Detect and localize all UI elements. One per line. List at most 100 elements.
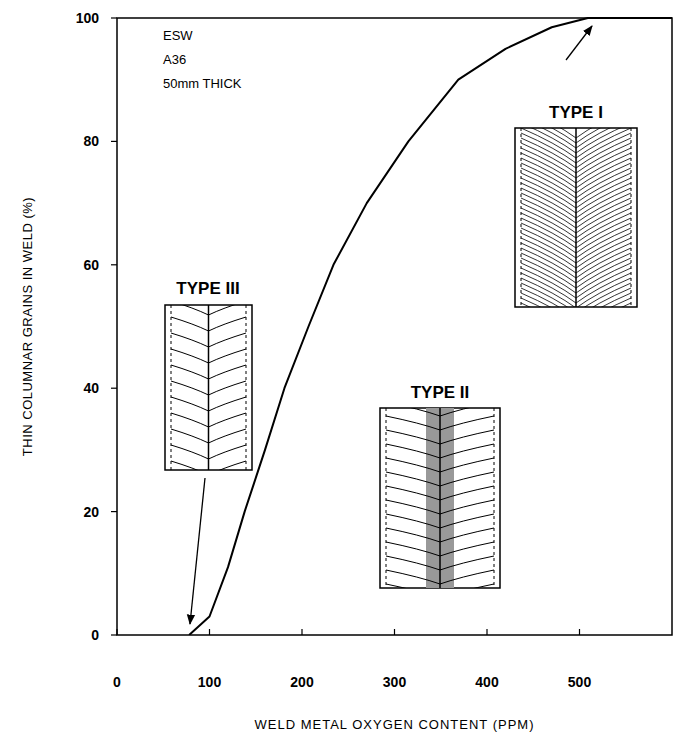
inset-type-ii-grain: [386, 444, 440, 458]
inset-type-i-grain: [576, 158, 631, 188]
inset-type-ii-grain: [386, 408, 440, 416]
inset-type-ii: [380, 388, 500, 612]
y-tick: [111, 511, 117, 512]
inset-type-i-grain: [576, 283, 631, 307]
x-tick-label: 300: [383, 674, 407, 690]
inset-type-iii-grain: [171, 365, 209, 379]
inset-type-i-grain: [576, 288, 631, 307]
inset-type-i-grain: [521, 303, 576, 307]
inset-type-i-grain: [576, 128, 631, 158]
inset-type-i-grain: [576, 163, 631, 193]
inset-type-i-grain: [521, 133, 576, 163]
inset-type-ii-grain: [386, 584, 440, 588]
inset-type-ii-grain: [386, 500, 440, 514]
inset-type-iii-grain: [209, 317, 247, 331]
inset-type-iii-grain: [171, 429, 209, 443]
plot-frame: [117, 18, 672, 635]
inset-type-i-grain: [576, 303, 631, 307]
inset-type-i-grain: [521, 163, 576, 193]
inset-type-ii-pattern: [386, 408, 494, 588]
inset-type-i-pattern: [521, 128, 631, 307]
inset-type-ii-grain: [386, 542, 440, 556]
y-tick-label: 40: [83, 380, 99, 396]
y-tick-label: 0: [91, 627, 99, 643]
inset-type-ii-center-band: [426, 408, 454, 588]
inset-type-i-grain: [521, 243, 576, 273]
inset-type-iii-grain: [171, 461, 209, 470]
inset-type-i-grain: [576, 228, 631, 258]
inset-type-iii-centerline: [208, 305, 210, 470]
inset-type-ii-fusion-line: [386, 408, 387, 588]
inset-type-iii-frame: [165, 305, 252, 470]
inset-type-i-grain: [576, 238, 631, 268]
inset-type-i-grain: [521, 203, 576, 233]
inset-type-i-grain: [576, 293, 631, 307]
inset-type-i-grain: [576, 298, 631, 307]
x-tick: [209, 629, 210, 635]
inset-type-ii-grain: [440, 458, 494, 472]
inset-type-ii-grain: [440, 486, 494, 500]
inset-type-ii-grain: [440, 570, 494, 584]
inset-type-i-grain: [576, 208, 631, 238]
inset-type-i-grain: [521, 208, 576, 238]
inset-type-i-grain: [576, 138, 631, 168]
y-tick: [111, 388, 117, 389]
inset-type-i-grain: [521, 193, 576, 223]
inset-type-i-grain: [521, 268, 576, 298]
x-tick: [394, 629, 395, 635]
x-tick-label: 400: [475, 674, 499, 690]
annotation: TYPE II: [411, 383, 470, 402]
inset-type-iii-grain: [209, 397, 247, 411]
y-tick-label: 20: [83, 504, 99, 520]
inset-type-i-grain: [521, 218, 576, 248]
inset-type-iii-grain: [171, 349, 209, 363]
inset-type-i-grain: [576, 223, 631, 253]
inset-type-ii-grain: [440, 416, 494, 430]
inset-type-i-grain: [521, 288, 576, 307]
inset-type-iii-grain: [209, 445, 247, 459]
y-axis-title: THIN COLUMNAR GRAINS IN WELD (%): [20, 197, 35, 456]
inset-type-i-grain: [521, 293, 576, 307]
inset-type-iii-grain: [171, 445, 209, 459]
x-tick-label: 100: [198, 674, 222, 690]
inset-type-i-grain: [521, 128, 576, 158]
inset-type-ii-grain: [440, 584, 494, 588]
inset-type-ii-grain: [386, 416, 440, 430]
inset-type-iii-grain: [171, 333, 209, 347]
inset-type-ii-grain: [386, 514, 440, 528]
inset-type-iii: [165, 285, 252, 491]
inset-type-ii-grain: [386, 430, 440, 444]
arrow: [190, 478, 205, 624]
inset-type-iii-grain: [171, 317, 209, 331]
inset-type-i-grain: [576, 143, 631, 173]
x-axis-title: WELD METAL OXYGEN CONTENT (PPM): [255, 717, 535, 732]
inset-type-iii-grain: [209, 365, 247, 379]
inset-type-i-grain: [576, 173, 631, 203]
data-line: [189, 18, 672, 635]
inset-type-i-grain: [576, 153, 631, 183]
inset-type-i-grain: [576, 183, 631, 213]
inset-type-i-grain: [521, 253, 576, 283]
inset-type-i-grain: [576, 218, 631, 248]
inset-type-i-grain: [521, 258, 576, 288]
inset-type-iii-grain: [209, 333, 247, 347]
inset-type-ii-grain: [440, 514, 494, 528]
inset-type-i-grain: [521, 278, 576, 307]
inset-type-ii-grain: [386, 472, 440, 486]
inset-type-i-grain: [521, 213, 576, 243]
y-tick: [111, 141, 117, 142]
x-tick: [116, 629, 117, 635]
inset-type-i-grain: [576, 133, 631, 163]
inset-type-i-grain: [576, 268, 631, 298]
x-tick: [301, 629, 302, 635]
inset-type-i-grain: [521, 248, 576, 278]
y-tick: [111, 17, 117, 18]
inset-type-ii-grain: [386, 486, 440, 500]
inset-type-i-grain: [521, 148, 576, 178]
inset-type-ii-frame: [380, 408, 500, 588]
inset-type-ii-grain: [440, 444, 494, 458]
inset-type-iii-pattern: [171, 305, 246, 470]
inset-type-i-grain: [576, 258, 631, 288]
y-tick-label: 80: [83, 133, 99, 149]
inset-type-i-grain: [576, 263, 631, 293]
